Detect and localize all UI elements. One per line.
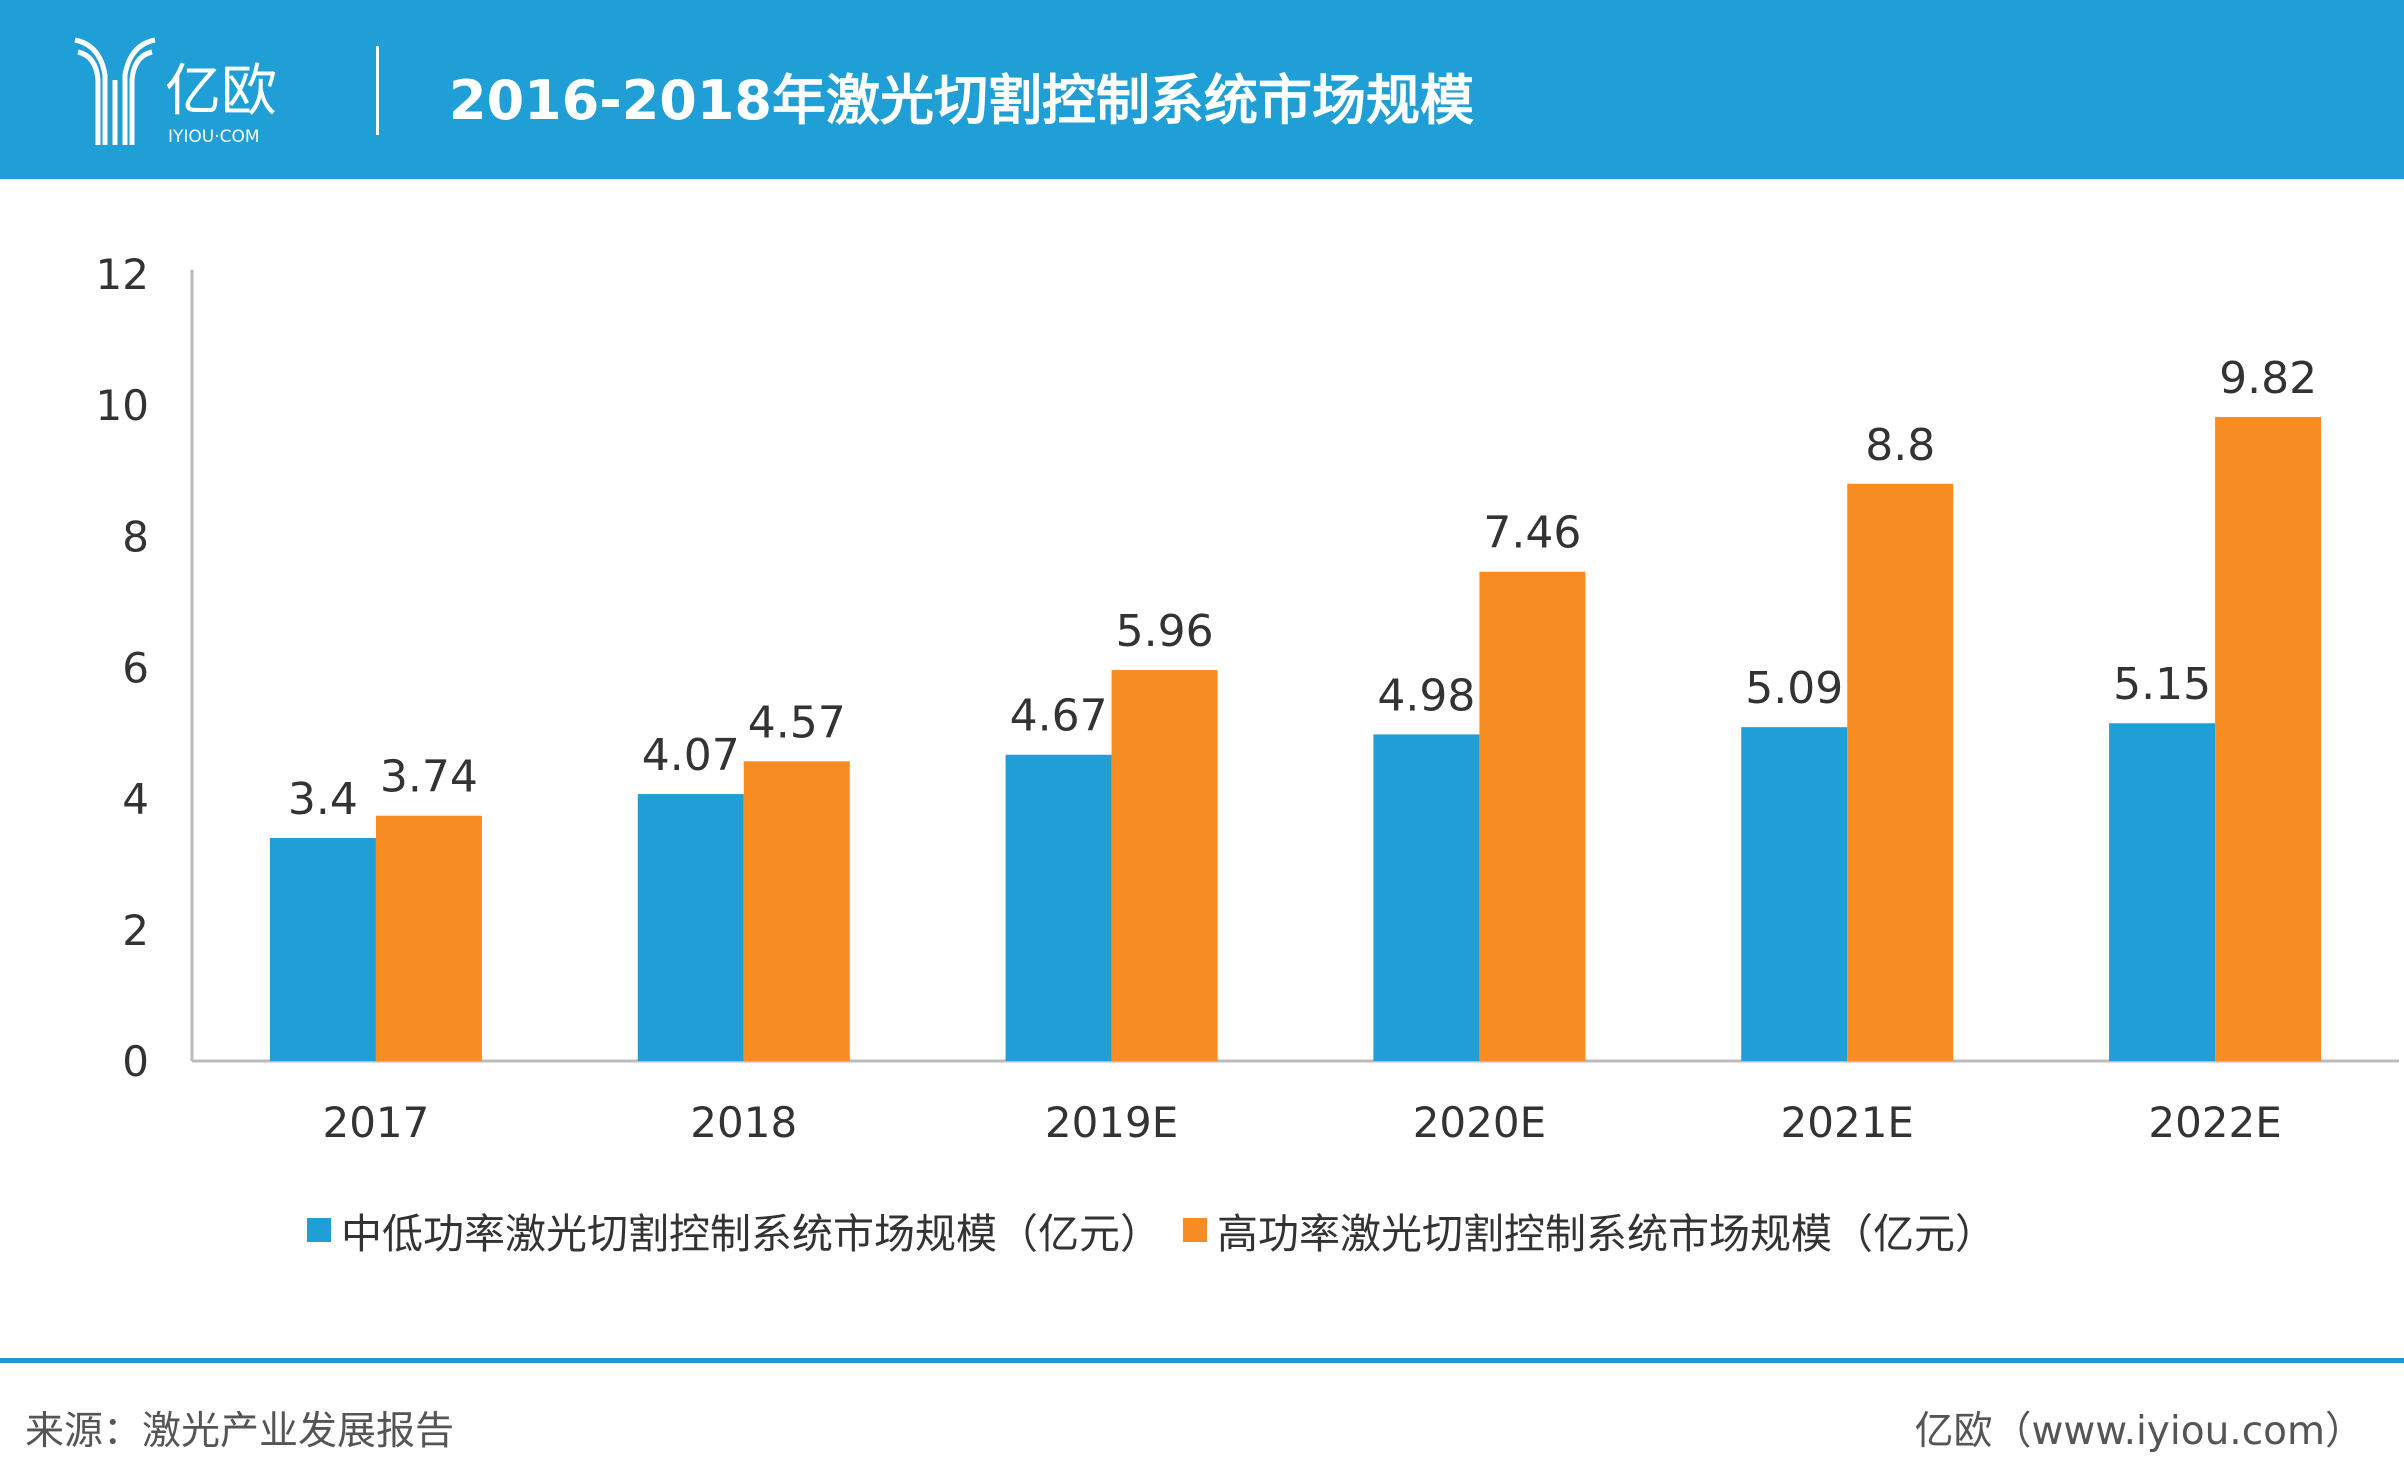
bar-series1 bbox=[637, 794, 744, 1061]
data-label: 4.57 bbox=[748, 697, 846, 748]
source-note: 来源：激光产业发展报告 bbox=[25, 1409, 455, 1454]
data-label: 4.67 bbox=[1010, 691, 1108, 742]
bar-series2 bbox=[2215, 416, 2322, 1061]
data-label: 4.98 bbox=[1377, 670, 1475, 721]
data-label: 3.4 bbox=[288, 774, 358, 825]
y-tick-label: 2 bbox=[122, 906, 149, 955]
y-tick-label: 0 bbox=[122, 1037, 149, 1086]
x-tick-label: 2019E bbox=[1045, 1098, 1178, 1147]
x-tick-label: 2022E bbox=[2148, 1098, 2281, 1147]
legend-item-series2: 高功率激光切割控制系统市场规模（亿元） bbox=[1183, 1200, 1996, 1260]
data-label: 9.82 bbox=[2219, 353, 2317, 404]
legend-swatch-series2 bbox=[1183, 1218, 1207, 1242]
x-tick-label: 2017 bbox=[322, 1098, 429, 1147]
y-tick-label: 6 bbox=[122, 644, 149, 693]
y-tick-label: 8 bbox=[122, 512, 149, 561]
x-tick-label: 2018 bbox=[690, 1098, 797, 1147]
bar-series1 bbox=[1741, 727, 1848, 1061]
legend: 中低功率激光切割控制系统市场规模（亿元） 高功率激光切割控制系统市场规模（亿元） bbox=[307, 1200, 2018, 1260]
data-label: 4.07 bbox=[642, 730, 740, 781]
legend-swatch-series1 bbox=[307, 1218, 331, 1242]
data-label: 5.96 bbox=[1116, 606, 1214, 657]
iyiou-logo: 亿欧 IYIOU·COM bbox=[74, 37, 277, 147]
data-label: 5.15 bbox=[2113, 659, 2211, 710]
data-label: 7.46 bbox=[1483, 508, 1581, 559]
bar-series2 bbox=[743, 761, 850, 1061]
x-tick-label: 2021E bbox=[1781, 1098, 1914, 1147]
bar-series1 bbox=[1373, 734, 1480, 1061]
site-credit: 亿欧（www.iyiou.com） bbox=[1914, 1409, 2364, 1454]
legend-label-series1: 中低功率激光切割控制系统市场规模（亿元） bbox=[341, 1210, 1161, 1258]
y-tick-label: 12 bbox=[96, 250, 149, 299]
y-tick-label: 4 bbox=[122, 775, 149, 824]
logo-text: 亿欧 bbox=[165, 59, 277, 124]
bar-series2 bbox=[1479, 571, 1586, 1061]
bar-series1 bbox=[2109, 723, 2216, 1061]
data-label: 5.09 bbox=[1745, 663, 1843, 714]
chart-title: 2016-2018年激光切割控制系统市场规模 bbox=[449, 69, 1474, 132]
header-bar: 亿欧 IYIOU·COM 2016-2018年激光切割控制系统市场规模 bbox=[0, 0, 2404, 179]
bar-series1 bbox=[269, 838, 376, 1061]
footer-rule bbox=[0, 1358, 2404, 1363]
bar-series2 bbox=[1847, 483, 1954, 1061]
y-tick-label: 10 bbox=[96, 381, 149, 430]
data-label: 8.8 bbox=[1865, 420, 1935, 471]
data-label: 3.74 bbox=[380, 752, 478, 803]
bar-series2 bbox=[1111, 670, 1218, 1061]
legend-label-series2: 高功率激光切割控制系统市场规模（亿元） bbox=[1217, 1210, 1996, 1258]
bar-series1 bbox=[1005, 754, 1112, 1061]
x-tick-label: 2020E bbox=[1413, 1098, 1546, 1147]
legend-item-series1: 中低功率激光切割控制系统市场规模（亿元） bbox=[307, 1200, 1161, 1260]
logo-subtext: IYIOU·COM bbox=[168, 127, 260, 147]
header-divider bbox=[376, 46, 379, 135]
bar-series2 bbox=[375, 815, 482, 1061]
